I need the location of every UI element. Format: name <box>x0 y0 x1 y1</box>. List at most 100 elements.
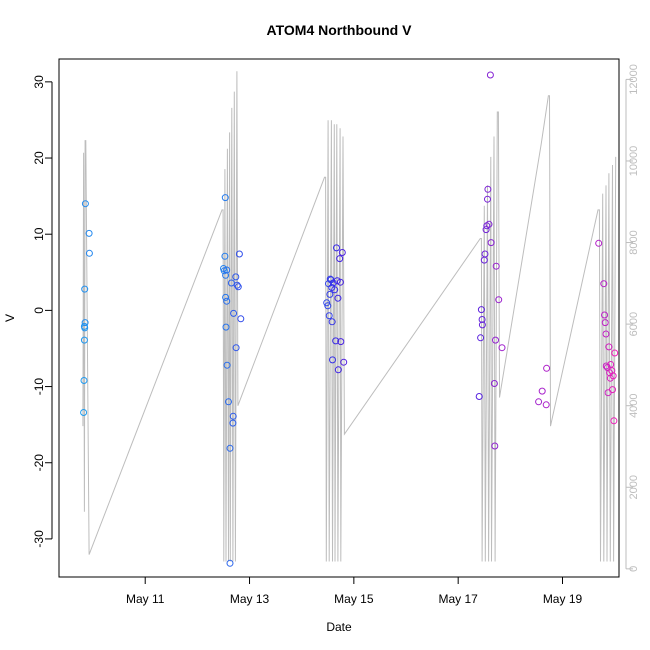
x-tick-label: May 15 <box>334 592 374 606</box>
secondary-line-series <box>82 71 617 562</box>
data-point <box>609 372 617 380</box>
data-point <box>538 387 546 395</box>
data-point <box>85 249 93 257</box>
data-point <box>326 290 334 298</box>
y-tick-label: 0 <box>32 307 46 314</box>
x-tick-label: May 11 <box>126 592 165 606</box>
data-point <box>611 349 619 357</box>
data-point <box>233 281 241 289</box>
data-point <box>235 250 243 258</box>
axes: May 11 May 13 May 15 May 17 May 19 -30 -20 -10 0… <box>32 64 640 606</box>
data-point <box>223 361 231 369</box>
y2-tick-label: 6000 <box>628 312 640 336</box>
data-point <box>221 194 229 202</box>
data-point <box>478 321 486 329</box>
data-point <box>478 316 486 323</box>
data-point <box>605 343 613 351</box>
data-point <box>85 229 93 237</box>
data-point <box>601 319 609 327</box>
data-point <box>230 309 238 317</box>
data-point <box>222 323 230 331</box>
data-point <box>81 324 89 332</box>
y-tick-label: 30 <box>32 75 46 89</box>
data-point <box>492 262 500 270</box>
x-tick-label: May 17 <box>438 592 478 606</box>
line-series-path <box>82 71 617 562</box>
data-point <box>232 273 240 281</box>
data-point <box>329 356 336 364</box>
data-point <box>227 279 235 287</box>
chart-title: ATOM4 Northbound V <box>267 22 413 38</box>
data-point <box>477 334 485 342</box>
y2-tick-label: 8000 <box>628 230 640 254</box>
x-axis-label: Date <box>326 620 352 634</box>
data-point <box>336 278 344 286</box>
y2-tick-label: 12000 <box>628 64 640 95</box>
point-series <box>80 71 619 567</box>
plot-frame <box>58 58 620 578</box>
data-point <box>328 318 336 326</box>
data-point <box>237 315 245 323</box>
data-point <box>223 297 231 305</box>
data-point <box>81 285 89 293</box>
y-tick-label: -10 <box>32 378 46 396</box>
data-point <box>535 398 543 406</box>
data-point <box>481 250 489 258</box>
data-point <box>226 444 234 452</box>
data-point <box>332 337 340 345</box>
data-point <box>229 412 237 420</box>
data-point <box>498 344 506 352</box>
y-tick-label: -20 <box>32 454 46 472</box>
data-point <box>484 195 491 203</box>
data-point <box>334 366 342 374</box>
data-point <box>542 401 550 409</box>
data-point <box>601 311 608 319</box>
data-point <box>543 364 551 372</box>
data-point <box>80 336 88 344</box>
y2-tick-label: 2000 <box>628 475 640 499</box>
data-point <box>610 417 618 425</box>
data-point <box>222 293 230 301</box>
y2-tick-label: 4000 <box>628 393 640 417</box>
data-point <box>340 358 348 366</box>
y-tick-label: 20 <box>32 151 46 165</box>
data-point <box>80 409 88 416</box>
data-point <box>337 338 345 346</box>
y-tick-label: -30 <box>32 530 46 548</box>
data-point <box>221 252 229 260</box>
data-point <box>331 286 339 294</box>
data-point <box>602 362 610 370</box>
data-point <box>482 226 490 234</box>
data-point <box>600 280 608 288</box>
data-point <box>484 185 492 193</box>
data-point <box>486 71 494 79</box>
data-point <box>325 312 333 320</box>
data-point <box>333 277 341 285</box>
data-point <box>80 377 88 384</box>
x-tick-label: May 19 <box>543 592 583 606</box>
x-tick-label: May 13 <box>230 592 270 606</box>
data-point <box>336 255 344 263</box>
data-point <box>491 442 499 450</box>
data-point <box>490 380 498 387</box>
data-point <box>222 271 230 279</box>
data-point <box>338 249 346 256</box>
data-point <box>226 559 234 567</box>
data-point <box>232 344 240 352</box>
y-axis-label: V <box>3 314 17 322</box>
data-point <box>229 419 237 427</box>
data-point <box>81 200 89 208</box>
data-point <box>323 299 331 307</box>
data-point <box>495 296 503 304</box>
data-point <box>81 319 89 327</box>
data-point <box>223 266 231 274</box>
y2-tick-label: 10000 <box>628 146 640 177</box>
data-point <box>475 393 483 400</box>
y2-tick-label: 0 <box>628 566 640 572</box>
data-point <box>602 330 610 338</box>
data-point <box>234 283 242 291</box>
data-point <box>492 336 499 344</box>
data-point <box>595 239 603 247</box>
data-point <box>329 279 337 287</box>
